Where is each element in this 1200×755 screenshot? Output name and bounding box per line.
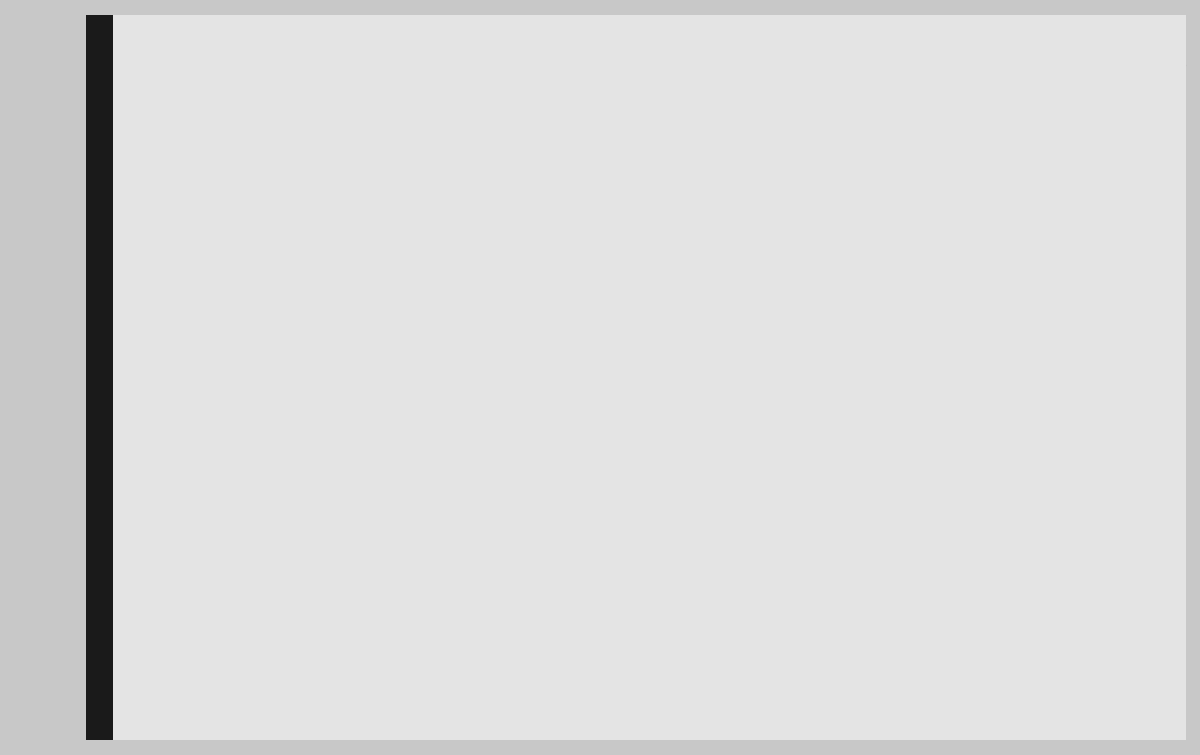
Text: V: V — [469, 291, 482, 309]
Text: and: and — [419, 291, 469, 309]
Text: P: P — [403, 616, 416, 634]
Text: The internal energy of: The internal energy of — [155, 103, 361, 121]
Text: T: T — [403, 181, 415, 199]
Text: and: and — [427, 401, 478, 419]
Text: .: . — [491, 401, 497, 419]
Text: one state variable: one state variable — [200, 181, 403, 199]
Text: Question 2: Question 2 — [115, 28, 242, 48]
Text: two state variables: two state variables — [199, 291, 407, 309]
Text: P: P — [478, 401, 491, 419]
Text: .: . — [415, 181, 422, 199]
Text: P: P — [444, 506, 457, 524]
Text: D.: D. — [175, 506, 197, 524]
Text: three state variables: three state variables — [200, 506, 419, 524]
Text: .: . — [522, 506, 528, 524]
Text: ,: , — [365, 616, 378, 634]
Text: R: R — [352, 616, 365, 634]
Text: T: T — [415, 401, 427, 419]
Text: and: and — [416, 616, 467, 634]
Text: C.: C. — [175, 401, 196, 419]
Text: B.: B. — [175, 291, 196, 309]
Text: two state vartiables: two state vartiables — [199, 401, 415, 419]
Text: .: . — [481, 616, 487, 634]
Text: and: and — [457, 506, 508, 524]
Text: T: T — [378, 616, 390, 634]
Text: four variables: four variables — [198, 616, 352, 634]
Text: A.: A. — [175, 181, 196, 199]
Text: V: V — [508, 506, 522, 524]
Text: V: V — [467, 616, 481, 634]
Text: E.: E. — [175, 616, 194, 634]
Text: T: T — [407, 291, 419, 309]
Text: moles of an ideal gas depends on: moles of an ideal gas depends on — [372, 103, 682, 121]
Text: ,: , — [431, 506, 444, 524]
Text: n: n — [361, 103, 372, 121]
Text: T: T — [419, 506, 431, 524]
Text: .: . — [482, 291, 490, 309]
Text: ,: , — [390, 616, 403, 634]
